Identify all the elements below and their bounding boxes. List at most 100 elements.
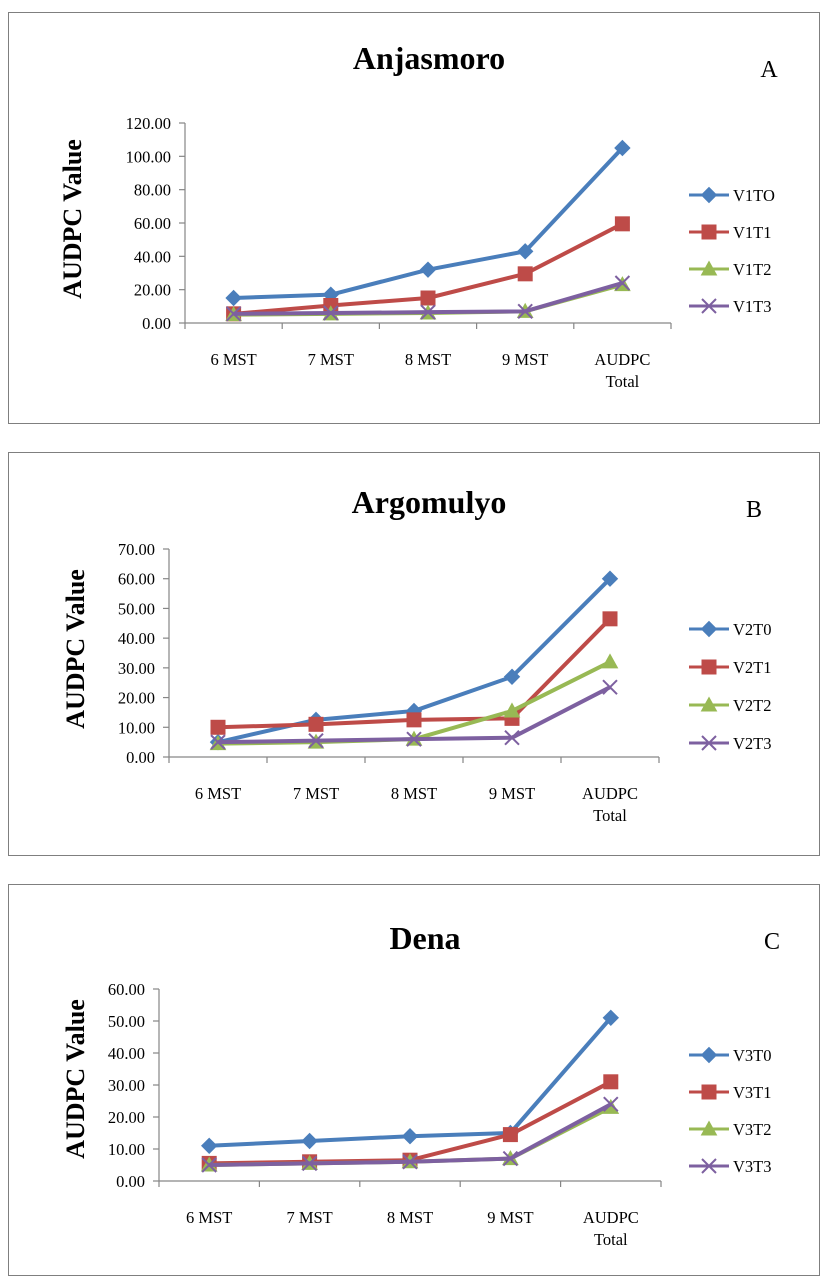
chart-title: Argomulyo bbox=[352, 484, 507, 520]
x-tick-label: 7 MST bbox=[293, 784, 339, 803]
series-V2T2 bbox=[209, 653, 619, 751]
data-point bbox=[301, 1155, 318, 1172]
data-point bbox=[602, 1009, 620, 1027]
legend-label: V2T2 bbox=[733, 696, 772, 715]
y-tick-label: 0.00 bbox=[126, 748, 155, 767]
data-point bbox=[614, 139, 631, 157]
x-tick-label: 8 MST bbox=[391, 784, 437, 803]
series-V1T3 bbox=[225, 275, 631, 322]
data-point bbox=[614, 216, 630, 232]
data-point bbox=[602, 611, 618, 627]
data-point bbox=[603, 1074, 619, 1090]
chart-title: Anjasmoro bbox=[353, 40, 505, 76]
chart-title: Dena bbox=[389, 920, 460, 956]
chart-panel-c: Dena C AUDPC Value 0.00 10.00 20.00 30.00 40.00… bbox=[8, 884, 820, 1276]
y-tick-label: 50.00 bbox=[118, 599, 155, 618]
series-line bbox=[209, 1080, 612, 1166]
legend-label: V3T0 bbox=[733, 1046, 772, 1065]
chart-panel-a: Anjasmoro A AUDPC Value 0.00 20.00 40.00 60.00… bbox=[8, 12, 820, 424]
data-point bbox=[502, 1150, 519, 1167]
data-point bbox=[200, 1137, 218, 1155]
y-tick-label: 60.00 bbox=[118, 570, 155, 589]
data-point bbox=[504, 729, 520, 746]
chart-panel-b: Argomulyo B AUDPC Value 0.00 10.00 20.00 30.00… bbox=[8, 452, 820, 856]
legend-marker bbox=[701, 1084, 717, 1100]
x-tick-label: AUDPC bbox=[594, 350, 650, 369]
x-tick-label: 8 MST bbox=[387, 1208, 433, 1227]
y-axis-label: AUDPC Value bbox=[58, 139, 87, 299]
data-point bbox=[301, 1132, 318, 1150]
data-point bbox=[201, 1157, 217, 1173]
legend-marker bbox=[700, 620, 718, 638]
x-tick-label: 7 MST bbox=[308, 350, 354, 369]
legend-marker bbox=[701, 298, 717, 314]
series-V2T3 bbox=[210, 679, 618, 750]
data-point bbox=[601, 653, 619, 669]
series-V2T1 bbox=[210, 611, 618, 735]
legend-marker bbox=[700, 260, 718, 276]
y-tick-label: 20.00 bbox=[118, 689, 155, 708]
y-tick-label: 40.00 bbox=[118, 629, 155, 648]
data-point bbox=[406, 731, 422, 747]
y-tick-label: 30.00 bbox=[118, 659, 155, 678]
y-tick-label: 70.00 bbox=[118, 540, 155, 559]
panel-letter: C bbox=[764, 929, 780, 955]
x-tick-label: 9 MST bbox=[502, 350, 548, 369]
x-tick-label: 6 MST bbox=[210, 350, 256, 369]
legend-marker bbox=[700, 186, 718, 204]
y-tick-label: 20.00 bbox=[134, 281, 171, 300]
data-point bbox=[402, 1154, 418, 1170]
x-tick-label: 6 MST bbox=[186, 1208, 232, 1227]
data-point bbox=[225, 289, 242, 307]
x-tick-label: 9 MST bbox=[487, 1208, 533, 1227]
legend-label: V3T1 bbox=[733, 1083, 772, 1102]
legend-label: V1TO bbox=[733, 186, 775, 205]
x-tick-label: Total bbox=[593, 806, 627, 825]
chart-b-svg: Argomulyo B AUDPC Value 0.00 10.00 20.00 30.00… bbox=[61, 484, 772, 825]
data-point bbox=[225, 306, 242, 322]
legend-label: V2T0 bbox=[733, 620, 772, 639]
data-point bbox=[517, 303, 533, 320]
legend-label: V3T3 bbox=[733, 1157, 772, 1176]
x-tick-label: 8 MST bbox=[405, 350, 451, 369]
y-axis-label: AUDPC Value bbox=[61, 569, 90, 729]
y-tick-label: 60.00 bbox=[134, 214, 171, 233]
x-tick-label: AUDPC bbox=[582, 784, 638, 803]
data-point bbox=[502, 1127, 518, 1143]
y-tick-label: 20.00 bbox=[108, 1108, 145, 1127]
y-tick-label: 30.00 bbox=[108, 1076, 145, 1095]
data-point bbox=[210, 719, 226, 735]
panel-letter: B bbox=[746, 497, 762, 523]
y-tick-label: 40.00 bbox=[108, 1044, 145, 1063]
y-tick-label: 80.00 bbox=[134, 181, 171, 200]
y-tick-label: 0.00 bbox=[116, 1172, 145, 1191]
x-tick-label: 9 MST bbox=[489, 784, 535, 803]
legend-marker bbox=[700, 696, 718, 712]
data-point bbox=[210, 734, 226, 750]
series-V1TO bbox=[225, 139, 631, 307]
legend-marker bbox=[701, 224, 717, 240]
panel-letter: A bbox=[760, 57, 778, 83]
legend-marker bbox=[701, 735, 717, 751]
legend-label: V2T1 bbox=[733, 658, 772, 677]
data-point bbox=[419, 261, 437, 278]
data-point bbox=[503, 702, 521, 718]
x-tick-label: AUDPC bbox=[583, 1208, 639, 1227]
x-tick-label: Total bbox=[606, 372, 640, 391]
y-tick-label: 40.00 bbox=[134, 247, 171, 266]
data-point bbox=[517, 266, 533, 282]
series-line bbox=[209, 1016, 613, 1148]
legend-label: V1T3 bbox=[733, 297, 772, 316]
data-point bbox=[614, 275, 631, 291]
y-tick-label: 10.00 bbox=[108, 1140, 145, 1159]
x-tick-label: Total bbox=[594, 1230, 628, 1249]
series-V3T0 bbox=[200, 1009, 620, 1155]
legend-label: V1T2 bbox=[733, 260, 772, 279]
data-point bbox=[401, 1127, 419, 1145]
y-tick-label: 100.00 bbox=[126, 147, 171, 166]
legend-label: V2T3 bbox=[733, 734, 772, 753]
chart-a-svg: Anjasmoro A AUDPC Value 0.00 20.00 40.00 60.00… bbox=[58, 40, 778, 391]
y-tick-label: 10.00 bbox=[118, 718, 155, 737]
data-point bbox=[602, 679, 618, 695]
series-V3T3 bbox=[201, 1096, 619, 1173]
